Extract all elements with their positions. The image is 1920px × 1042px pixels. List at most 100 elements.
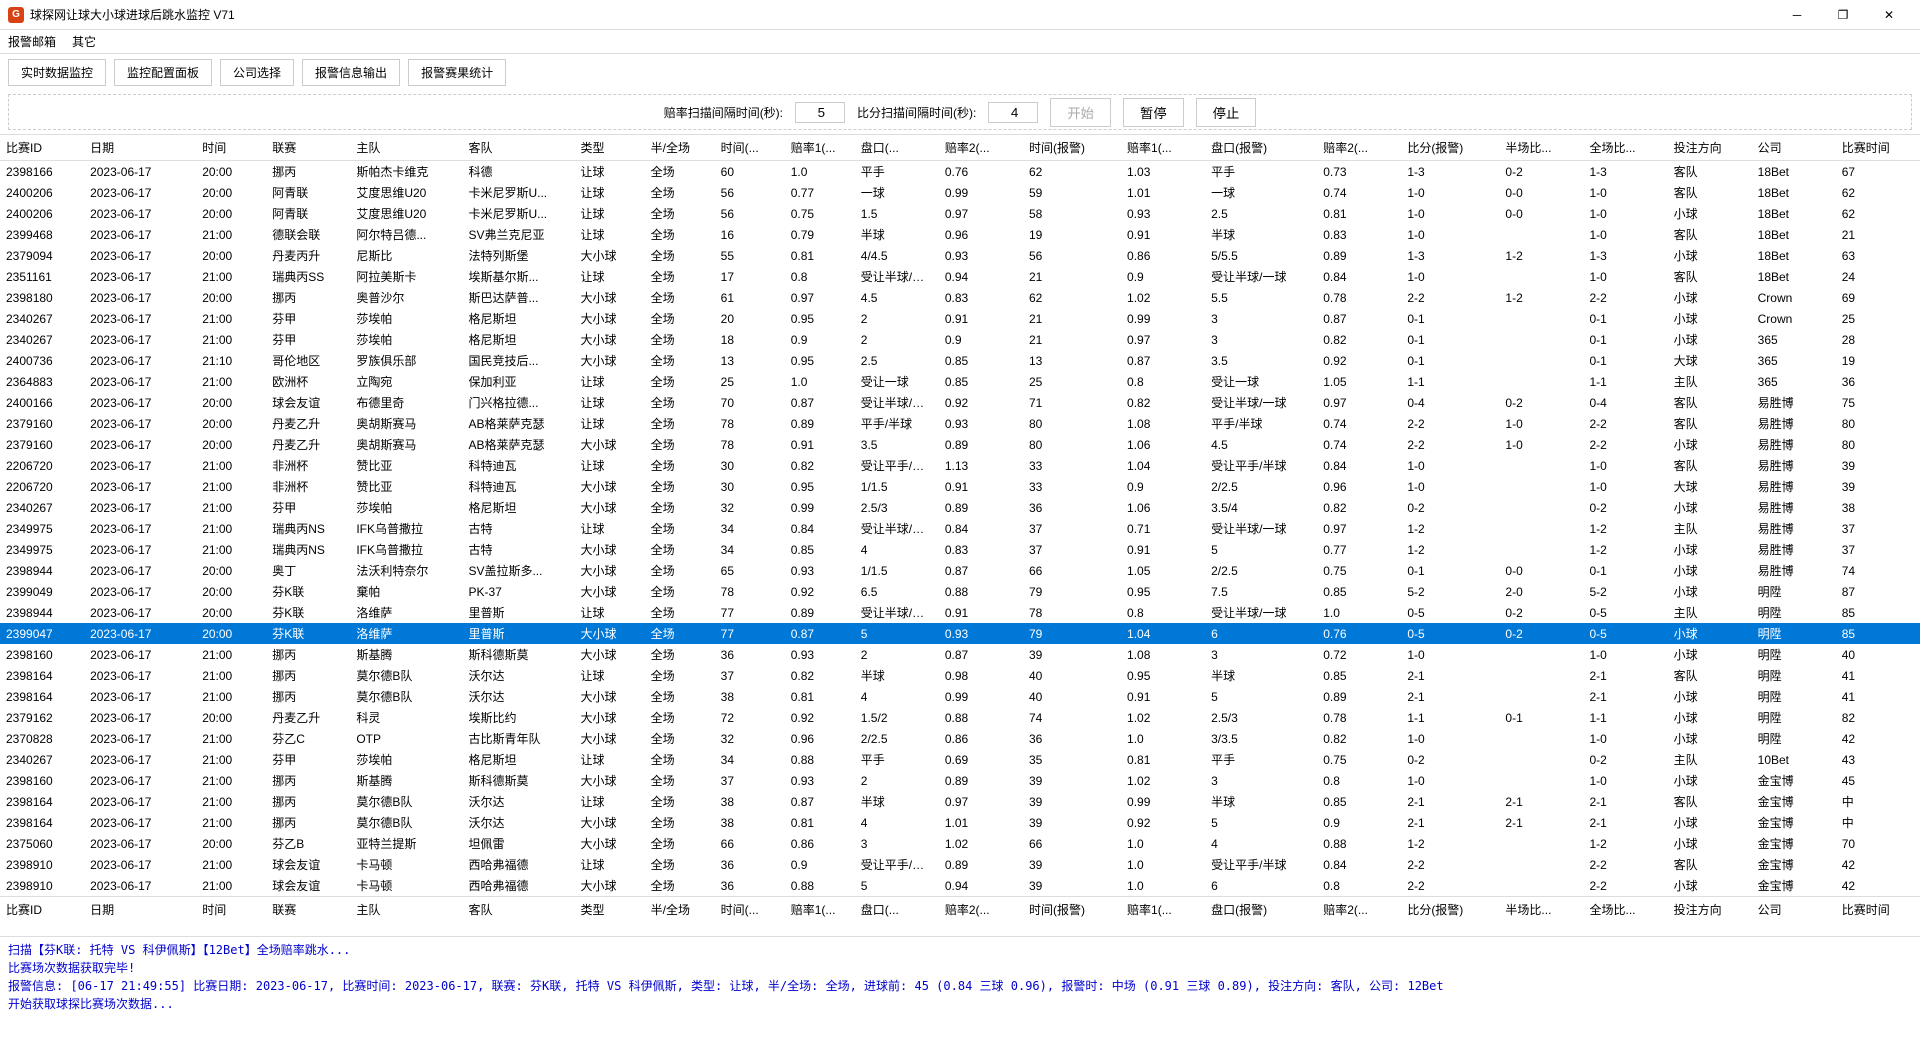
col-footer: 联赛	[266, 897, 350, 923]
table-row[interactable]: 23791622023-06-1720:00丹麦乙升科灵埃斯比约大小球全场720…	[0, 707, 1920, 728]
col-header[interactable]: 时间(报警)	[1023, 135, 1121, 161]
cell: 明陞	[1752, 602, 1836, 623]
cell: 2398166	[0, 161, 84, 183]
cell: 易胜博	[1752, 413, 1836, 434]
table-row[interactable]: 23402672023-06-1721:00芬甲莎埃帕格尼斯坦大小球全场320.…	[0, 497, 1920, 518]
cell: 4	[855, 812, 939, 833]
tab-config[interactable]: 监控配置面板	[114, 59, 212, 86]
table-row[interactable]: 23989442023-06-1720:00奥丁法沃利特奈尔SV盖拉斯多...大…	[0, 560, 1920, 581]
cell: 78	[1023, 602, 1121, 623]
col-header[interactable]: 日期	[84, 135, 196, 161]
tab-alarm-output[interactable]: 报警信息输出	[302, 59, 400, 86]
stop-button[interactable]: 停止	[1196, 98, 1257, 127]
col-header[interactable]: 赔率2(...	[939, 135, 1023, 161]
table-row[interactable]: 23511612023-06-1721:00瑞典丙SS阿拉美斯卡埃斯基尔斯...…	[0, 266, 1920, 287]
cell: 全场	[645, 245, 715, 266]
cell: 1-0	[1499, 413, 1583, 434]
cell: 主队	[1668, 518, 1752, 539]
cell: 20:00	[196, 182, 266, 203]
pause-button[interactable]: 暂停	[1123, 98, 1184, 127]
minimize-button[interactable]: ─	[1774, 0, 1820, 30]
col-header[interactable]: 客队	[462, 135, 574, 161]
table-row[interactable]: 23791602023-06-1720:00丹麦乙升奥胡斯赛马AB格莱萨克瑟大小…	[0, 434, 1920, 455]
close-button[interactable]: ✕	[1866, 0, 1912, 30]
data-table: 比赛ID日期时间联赛主队客队类型半/全场时间(...赔率1(...盘口(...赔…	[0, 135, 1920, 922]
table-row[interactable]: 23648832023-06-1721:00欧洲杯立陶宛保加利亚让球全场251.…	[0, 371, 1920, 392]
col-footer: 全场比...	[1583, 897, 1667, 923]
table-row[interactable]: 24001662023-06-1720:00球会友谊布德里奇门兴格拉德...让球…	[0, 392, 1920, 413]
table-row[interactable]: 23981642023-06-1721:00挪丙莫尔德B队沃尔达让球全场370.…	[0, 665, 1920, 686]
table-row[interactable]: 23981642023-06-1721:00挪丙莫尔德B队沃尔达大小球全场380…	[0, 812, 1920, 833]
table-row[interactable]: 23994682023-06-1721:00德联会联阿尔特吕德...SV弗兰克尼…	[0, 224, 1920, 245]
col-header[interactable]: 比赛ID	[0, 135, 84, 161]
table-row[interactable]: 23990492023-06-1720:00芬K联棄帕PK-37大小球全场780…	[0, 581, 1920, 602]
cell: 2340267	[0, 308, 84, 329]
cell: 39	[1023, 791, 1121, 812]
cell: 科特迪瓦	[462, 476, 574, 497]
col-header[interactable]: 半场比...	[1499, 135, 1583, 161]
menu-item-mailbox[interactable]: 报警邮箱	[8, 33, 56, 50]
table-row[interactable]: 23981602023-06-1721:00挪丙斯基腾斯科德斯莫大小球全场370…	[0, 770, 1920, 791]
table-row[interactable]: 22067202023-06-1721:00非洲杯赞比亚科特迪瓦大小球全场300…	[0, 476, 1920, 497]
table-row[interactable]: 23989102023-06-1721:00球会友谊卡马顿西哈弗福德大小球全场3…	[0, 875, 1920, 897]
col-header[interactable]: 半/全场	[645, 135, 715, 161]
cell: 丹麦丙升	[266, 245, 350, 266]
table-row[interactable]: 23981662023-06-1720:00挪丙斯帕杰卡维克科德让球全场601.…	[0, 161, 1920, 183]
col-header[interactable]: 主队	[350, 135, 462, 161]
menu-item-other[interactable]: 其它	[72, 33, 96, 50]
col-header[interactable]: 赔率1(...	[785, 135, 855, 161]
cell: 奥胡斯赛马	[350, 413, 462, 434]
cell: 2-2	[1583, 854, 1667, 875]
table-row[interactable]: 23989442023-06-1720:00芬K联洛维萨里普斯让球全场770.8…	[0, 602, 1920, 623]
col-header[interactable]: 类型	[575, 135, 645, 161]
col-header[interactable]: 投注方向	[1668, 135, 1752, 161]
col-header[interactable]: 联赛	[266, 135, 350, 161]
cell: 2-1	[1583, 791, 1667, 812]
table-row[interactable]: 23402672023-06-1721:00芬甲莎埃帕格尼斯坦大小球全场180.…	[0, 329, 1920, 350]
col-header[interactable]: 赔率2(...	[1317, 135, 1401, 161]
col-header[interactable]: 盘口(...	[855, 135, 939, 161]
tab-company[interactable]: 公司选择	[220, 59, 294, 86]
col-header[interactable]: 全场比...	[1583, 135, 1667, 161]
col-header[interactable]: 盘口(报警)	[1205, 135, 1317, 161]
cell: 72	[715, 707, 785, 728]
log-panel[interactable]: 扫描【芬K联: 托特 VS 科伊佩斯】【12Bet】全场赔率跳水...比赛场次数…	[0, 936, 1920, 1026]
col-header[interactable]: 比赛时间	[1836, 135, 1920, 161]
table-row[interactable]: 23708282023-06-1721:00芬乙COTP古比斯青年队大小球全场3…	[0, 728, 1920, 749]
odds-interval-input[interactable]	[795, 102, 845, 123]
table-row[interactable]: 23981642023-06-1721:00挪丙莫尔德B队沃尔达大小球全场380…	[0, 686, 1920, 707]
table-row[interactable]: 23790942023-06-1720:00丹麦丙升尼斯比法特列斯堡大小球全场5…	[0, 245, 1920, 266]
col-header[interactable]: 公司	[1752, 135, 1836, 161]
score-interval-input[interactable]	[988, 102, 1038, 123]
table-row[interactable]: 23750602023-06-1720:00芬乙B亚特兰提斯坦佩雷大小球全场66…	[0, 833, 1920, 854]
table-row[interactable]: 23791602023-06-1720:00丹麦乙升奥胡斯赛马AB格莱萨克瑟让球…	[0, 413, 1920, 434]
col-header[interactable]: 比分(报警)	[1401, 135, 1499, 161]
cell: 0.85	[785, 539, 855, 560]
table-row[interactable]: 23499752023-06-1721:00瑞典丙NSIFK乌普撒拉古特让球全场…	[0, 518, 1920, 539]
table-row[interactable]: 24002062023-06-1720:00阿青联艾度思维U20卡米尼罗斯U..…	[0, 182, 1920, 203]
table-row[interactable]: 22067202023-06-1721:00非洲杯赞比亚科特迪瓦让球全场300.…	[0, 455, 1920, 476]
tab-alarm-stats[interactable]: 报警赛果统计	[408, 59, 506, 86]
table-row[interactable]: 23402672023-06-1721:00芬甲莎埃帕格尼斯坦让球全场340.8…	[0, 749, 1920, 770]
cell: 2023-06-17	[84, 623, 196, 644]
tab-realtime[interactable]: 实时数据监控	[8, 59, 106, 86]
table-row[interactable]: 23981602023-06-1721:00挪丙斯基腾斯科德斯莫大小球全场360…	[0, 644, 1920, 665]
table-row[interactable]: 23981642023-06-1721:00挪丙莫尔德B队沃尔达让球全场380.…	[0, 791, 1920, 812]
maximize-button[interactable]: ❐	[1820, 0, 1866, 30]
col-header[interactable]: 时间(...	[715, 135, 785, 161]
cell: 2	[855, 644, 939, 665]
data-table-wrap[interactable]: 比赛ID日期时间联赛主队客队类型半/全场时间(...赔率1(...盘口(...赔…	[0, 134, 1920, 936]
cell: 斯巴达萨普...	[462, 287, 574, 308]
table-row[interactable]: 24007362023-06-1721:10哥伦地区罗族俱乐部国民竞技后...大…	[0, 350, 1920, 371]
table-row[interactable]: 24002062023-06-1720:00阿青联艾度思维U20卡米尼罗斯U..…	[0, 203, 1920, 224]
table-row[interactable]: 23990472023-06-1720:00芬K联洛维萨里普斯大小球全场770.…	[0, 623, 1920, 644]
table-row[interactable]: 23981802023-06-1720:00挪丙奥普沙尔斯巴达萨普...大小球全…	[0, 287, 1920, 308]
col-header[interactable]: 时间	[196, 135, 266, 161]
table-row[interactable]: 23989102023-06-1721:00球会友谊卡马顿西哈弗福德让球全场36…	[0, 854, 1920, 875]
table-row[interactable]: 23499752023-06-1721:00瑞典丙NSIFK乌普撒拉古特大小球全…	[0, 539, 1920, 560]
cell: 67	[1836, 161, 1920, 183]
start-button[interactable]: 开始	[1050, 98, 1111, 127]
cell: 小球	[1668, 539, 1752, 560]
col-header[interactable]: 赔率1(...	[1121, 135, 1205, 161]
table-row[interactable]: 23402672023-06-1721:00芬甲莎埃帕格尼斯坦大小球全场200.…	[0, 308, 1920, 329]
